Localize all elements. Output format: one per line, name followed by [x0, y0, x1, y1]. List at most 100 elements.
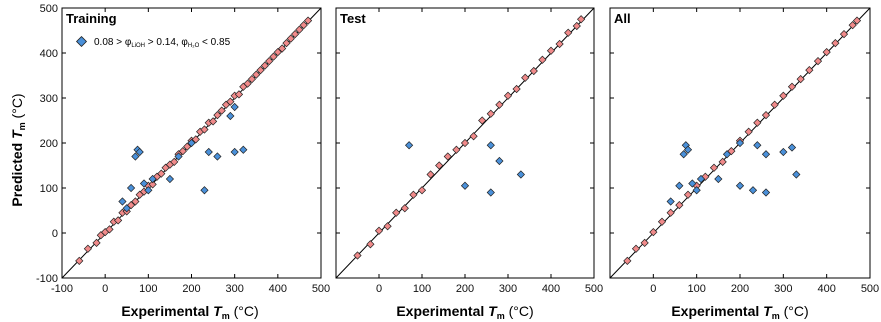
data-point-pink [269, 52, 278, 61]
data-point-pink [291, 30, 300, 39]
data-point-pink [131, 197, 140, 206]
data-point-pink [555, 39, 564, 49]
data-point-pink [546, 46, 556, 55]
y-axis-label: Predicted Tm (°C) [9, 93, 27, 206]
data-point-pink [779, 91, 788, 100]
x-tick-label: 0 [650, 283, 656, 295]
data-point-pink [383, 222, 392, 231]
legend: 0.08 > φLiOH > 0.14, φH₂O < 0.85 [75, 35, 231, 49]
x-axis-label-all: Experimental Tm (°C) [671, 303, 808, 321]
data-point-blue [792, 170, 801, 179]
legend-marker [75, 35, 88, 48]
data-point-blue [230, 102, 239, 112]
panel-title-test: Test [340, 11, 366, 26]
data-point-blue [761, 150, 771, 159]
panel-title-all: All [614, 11, 631, 26]
data-point-blue [679, 150, 688, 159]
x-tick-label: 200 [731, 283, 749, 295]
data-point-pink [200, 125, 209, 134]
data-point-pink [208, 117, 218, 126]
data-point-pink [157, 169, 166, 178]
data-point-pink [183, 142, 192, 151]
data-point-pink [170, 157, 179, 166]
data-point-pink [640, 238, 649, 247]
data-point-pink [234, 90, 244, 99]
data-point-pink [443, 152, 452, 161]
x-tick-label: 400 [817, 283, 835, 295]
x-tick-label: 500 [861, 283, 879, 295]
data-point-blue [230, 147, 239, 157]
data-point-pink [657, 217, 667, 226]
data-point-blue [675, 181, 684, 190]
data-point-pink [770, 100, 779, 109]
data-point-blue [692, 186, 701, 195]
data-point-pink [572, 21, 581, 31]
data-point-pink [75, 256, 84, 265]
data-point-blue [486, 141, 495, 150]
data-point-pink [796, 75, 805, 84]
x-tick-label: 500 [585, 283, 603, 295]
data-point-pink [577, 15, 586, 24]
data-point-pink [675, 201, 684, 210]
data-point-pink [417, 186, 427, 195]
x-tick-label: 100 [687, 283, 705, 295]
data-point-pink [529, 66, 538, 76]
x-tick-label: 0 [376, 283, 382, 295]
data-point-pink [852, 16, 862, 25]
y-tick-label: 200 [40, 138, 58, 150]
data-point-pink [191, 135, 200, 144]
data-point-blue [226, 111, 235, 121]
panel-title-training: Training [66, 11, 117, 26]
y-tick-label: 100 [40, 183, 58, 195]
data-point-pink [114, 216, 123, 225]
data-point-pink [366, 240, 375, 249]
data-point-blue [779, 147, 788, 157]
data-point-pink [247, 75, 257, 84]
data-point-blue [787, 143, 797, 152]
data-point-pink [260, 61, 269, 70]
data-point-blue [722, 150, 732, 159]
data-point-blue [213, 152, 222, 161]
data-point-blue [735, 181, 745, 190]
x-tick-label: 100 [139, 283, 157, 295]
x-tick-label: 500 [312, 283, 330, 295]
data-point-pink [709, 163, 719, 172]
x-tick-label: 300 [225, 283, 243, 295]
data-point-blue [516, 170, 525, 179]
data-point-pink [392, 208, 401, 217]
y-tick-label: 300 [40, 93, 58, 105]
data-point-pink [512, 84, 521, 94]
data-point-blue [666, 197, 675, 206]
data-point-pink [787, 82, 797, 91]
data-point-pink [92, 238, 101, 247]
data-point-blue [495, 156, 504, 166]
data-point-pink [278, 44, 287, 53]
panel-test: 0 100 200 300 400 500 Test [335, 7, 603, 295]
data-point-blue [405, 141, 414, 150]
data-point-blue [204, 147, 213, 157]
data-point-blue [165, 174, 175, 184]
data-point-pink [83, 244, 92, 253]
data-point-pink [213, 111, 222, 120]
data-point-pink [105, 225, 114, 234]
y-tick-label: 0 [52, 228, 58, 240]
data-point-pink [848, 21, 857, 30]
data-point-pink [486, 109, 495, 118]
data-point-pink [805, 66, 814, 75]
data-point-blue [486, 188, 495, 197]
data-point-blue [239, 145, 248, 154]
data-point-pink [303, 16, 313, 25]
data-point-blue [748, 186, 758, 195]
data-point-pink [718, 157, 727, 166]
data-point-pink [744, 127, 753, 136]
data-point-pink [495, 100, 504, 109]
legend-label: 0.08 > φLiOH > 0.14, φH₂O < 0.85 [94, 37, 231, 49]
data-point-blue [714, 174, 723, 184]
data-point-pink [753, 118, 762, 127]
x-axis-label-test: Experimental Tm (°C) [396, 303, 533, 321]
data-point-blue [761, 188, 771, 197]
data-point-pink [623, 256, 632, 265]
data-point-blue [187, 138, 196, 148]
panel-training: -100 0 100 200 300 400 500 -100 0 100 200 300 400 500… [36, 3, 330, 295]
